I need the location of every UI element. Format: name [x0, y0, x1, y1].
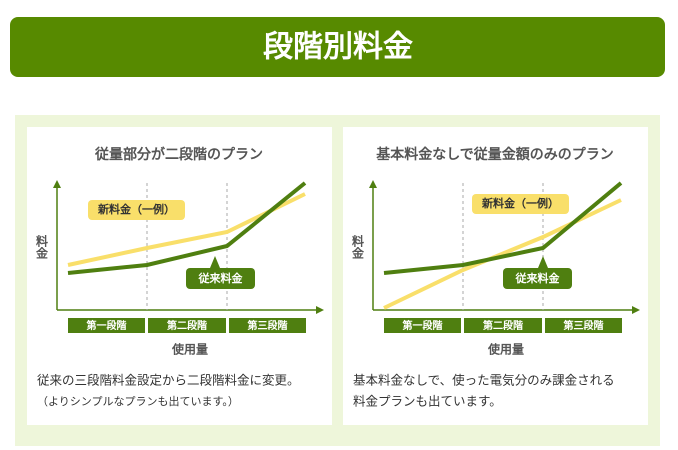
stage-label: 第二段階	[167, 319, 207, 332]
stage-label: 第一段階	[403, 319, 443, 332]
x-axis-label: 使用量	[487, 342, 524, 357]
stage-label: 第一段階	[87, 319, 127, 332]
stage-box	[464, 318, 542, 333]
y-axis-arrow	[53, 180, 61, 188]
stage-label: 第二段階	[483, 319, 523, 332]
x-axis-arrow	[632, 306, 640, 314]
description-line: 基本料金なしで、使った電気分のみ課金される	[353, 373, 615, 388]
stage-label: 第三段階	[564, 319, 604, 332]
x-axis-label: 使用量	[171, 342, 208, 357]
old-rate-pointer	[210, 256, 220, 268]
old-rate-badge	[503, 268, 572, 289]
header-bar	[10, 17, 665, 77]
new-rate-badge	[472, 194, 569, 214]
header-title: 段階別料金	[263, 30, 413, 65]
panel-title: 基本料金なしで従量金額のみのプラン	[376, 146, 614, 163]
new-rate-line	[383, 198, 622, 310]
panel-card	[343, 127, 648, 425]
y-axis-label: 料金	[35, 234, 49, 260]
y-axis-arrow	[369, 180, 377, 188]
old-rate-pointer	[538, 256, 548, 268]
stage-box	[148, 318, 226, 333]
old-rate-line	[67, 181, 307, 275]
panel-card	[27, 127, 332, 425]
stage-box	[384, 318, 461, 333]
old-rate-badge	[186, 268, 255, 289]
stage-box	[545, 318, 622, 333]
description-line: （よりシンプルなプランも出ています。）	[37, 395, 239, 408]
old-rate-label: 従来料金	[515, 271, 560, 285]
new-rate-badge	[88, 200, 185, 220]
new-rate-label: 新料金（一例）	[97, 202, 175, 216]
description-line: 従来の三段階料金設定から二段階料金に変更。	[37, 373, 300, 388]
panel-title: 従量部分が二段階のプラン	[94, 146, 263, 163]
y-axis-label: 料金	[351, 234, 365, 260]
description-line: 料金プランも出ています。	[353, 394, 502, 409]
stage-box	[229, 318, 306, 333]
stage-label: 第三段階	[248, 319, 288, 332]
new-rate-label: 新料金（一例）	[481, 196, 559, 210]
old-rate-label: 従来料金	[198, 271, 243, 285]
stage-box	[68, 318, 145, 333]
old-rate-line	[383, 181, 623, 275]
x-axis-arrow	[316, 306, 324, 314]
